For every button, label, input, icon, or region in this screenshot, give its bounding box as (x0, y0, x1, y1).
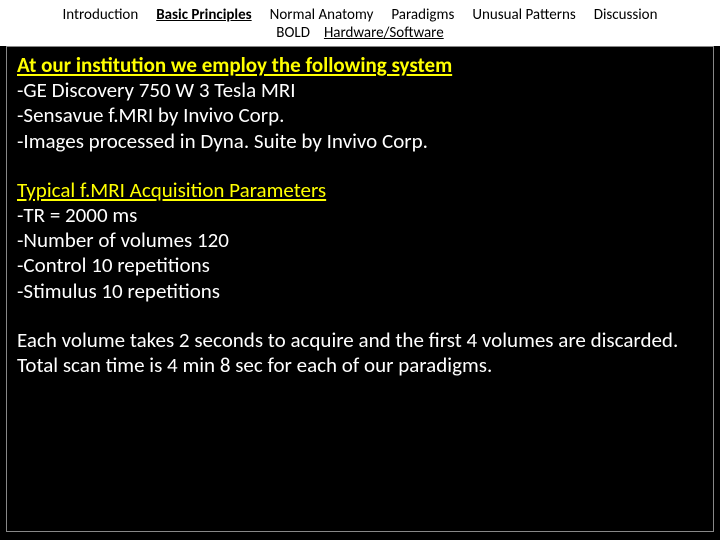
nav-paradigms[interactable]: Paradigms (391, 6, 454, 24)
param-line-2: -Number of volumes 120 (17, 228, 703, 253)
spacer (17, 304, 703, 328)
nav-row-secondary: BOLD Hardware/Software (0, 24, 720, 46)
nav-basic-principles[interactable]: Basic Principles (156, 6, 251, 24)
spacer (17, 154, 703, 178)
content-panel: At our institution we employ the followi… (6, 46, 714, 532)
system-line-1: -GE Discovery 750 W 3 Tesla MRI (17, 78, 703, 103)
nav-introduction[interactable]: Introduction (63, 6, 139, 24)
nav-normal-anatomy[interactable]: Normal Anatomy (270, 6, 374, 24)
system-line-3: -Images processed in Dyna. Suite by Invi… (17, 129, 703, 154)
param-line-3: -Control 10 repetitions (17, 253, 703, 278)
section-heading-system: At our institution we employ the followi… (17, 53, 703, 78)
param-line-4: -Stimulus 10 repetitions (17, 279, 703, 304)
paragraph-scan-time: Each volume takes 2 seconds to acquire a… (17, 328, 703, 378)
system-line-2: -Sensavue f.MRI by Invivo Corp. (17, 103, 703, 128)
nav-row-primary: Introduction Basic Principles Normal Ana… (0, 0, 720, 24)
nav-unusual-patterns[interactable]: Unusual Patterns (472, 6, 575, 24)
nav-bold[interactable]: BOLD (276, 24, 310, 42)
section-heading-params: Typical f.MRI Acquisition Parameters (17, 178, 703, 203)
param-line-1: -TR = 2000 ms (17, 203, 703, 228)
nav-discussion[interactable]: Discussion (594, 6, 658, 24)
nav-hardware-software[interactable]: Hardware/Software (324, 24, 444, 42)
